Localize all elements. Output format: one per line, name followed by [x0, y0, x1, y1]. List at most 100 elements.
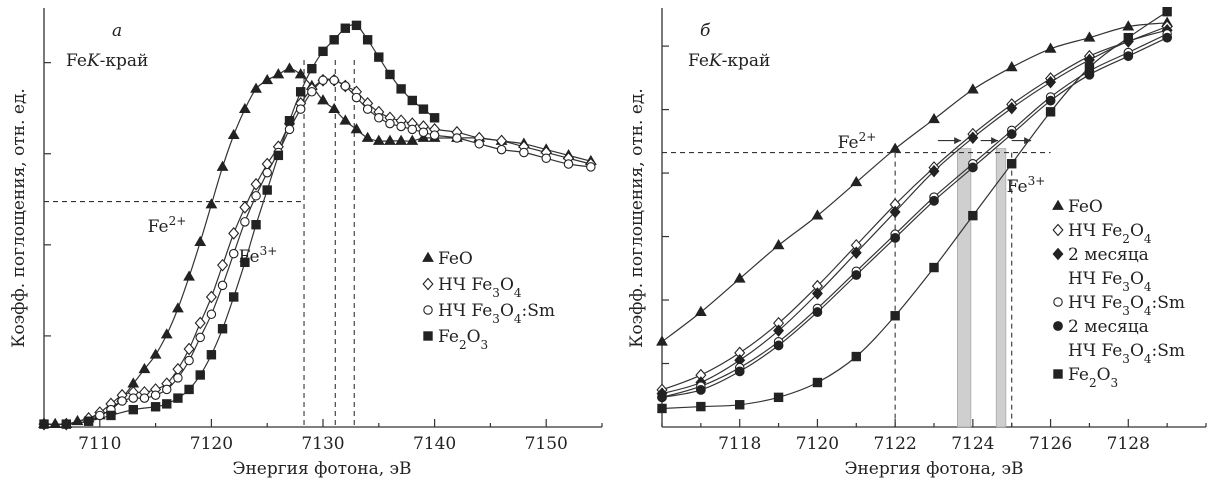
data-point-feo	[272, 68, 285, 79]
data-point-2-месяца-нч-fe3o4	[967, 131, 979, 145]
data-point-fe2o3	[1007, 159, 1017, 169]
annotation-fe3: Fe3+	[239, 244, 278, 267]
legend-marker-fe2o3	[423, 331, 433, 341]
data-point-нч-fe3o4	[194, 316, 206, 330]
data-point-нч-fe3o4-sm	[284, 124, 295, 135]
legend-marker-нч-fe3o4	[422, 277, 434, 291]
data-point-нч-fe3o4-sm	[329, 75, 339, 85]
data-point-нч-fe3o4-sm	[362, 104, 373, 114]
data-point-feo	[811, 209, 824, 220]
annotation-fe3: Fe3+	[1007, 174, 1046, 197]
data-point-feo	[71, 414, 84, 426]
data-point-нч-fe3o4	[261, 157, 273, 171]
legend-marker-2-месяца-нч-fe3o4	[1052, 247, 1064, 261]
data-point-feo	[889, 142, 902, 153]
data-point-нч-fe3o4-sm	[519, 147, 529, 158]
data-point-2-месяца-нч-fe3o4	[850, 246, 862, 259]
data-point-fe2o3	[385, 69, 395, 80]
legend-label: НЧ Fe2O4	[1068, 221, 1152, 246]
data-point-нч-fe3o4-sm	[195, 332, 205, 343]
data-point-feo	[417, 131, 430, 142]
data-point-fe2o3	[195, 370, 205, 380]
legend-marker-feo	[422, 251, 434, 262]
data-point-fe2o3	[1084, 62, 1095, 73]
series-group	[44, 24, 591, 426]
panel-label: а	[112, 21, 122, 41]
chart-panel-1: 7110 7120 7130 7140 7150 Энергия фотона, эВ Ко…	[9, 8, 603, 479]
legend-label: FeO	[438, 249, 473, 269]
shift-arrowhead	[954, 137, 962, 145]
data-point-feo	[1005, 61, 1018, 72]
data-point-feo	[261, 73, 274, 85]
data-point-нч-fe3o4-sm	[95, 410, 105, 421]
data-point-feo	[49, 417, 62, 429]
legend-marker-2-месяца-нч-fe3o4-sm	[1053, 321, 1063, 331]
data-point-feo	[395, 134, 408, 145]
data-point-нч-fe3o4-sm	[340, 81, 351, 91]
data-point-2-месяца-нч-fe3o4	[889, 205, 901, 219]
data-point-2-месяца-нч-fe3o4	[1006, 101, 1018, 115]
data-point-feo	[317, 94, 329, 105]
legend-label: НЧ Fe3O4	[438, 275, 522, 300]
data-point-fe2o3	[39, 419, 49, 429]
x-tick-label: 7110	[78, 434, 121, 454]
data-point-fe2o3	[696, 401, 706, 412]
data-point-нч-fe3o4-sm	[228, 248, 239, 259]
data-point-2-месяца-нч-fe3o4-sm	[812, 307, 823, 317]
data-point-нч-fe3o4-sm	[541, 153, 551, 164]
legend-marker-нч-fe3o4-sm	[423, 305, 433, 315]
x-tick-label: 7118	[718, 434, 761, 454]
data-point-2-месяца-нч-fe3o4	[811, 287, 823, 300]
legend-label: НЧ Fe3O4:Sm	[1068, 341, 1185, 366]
data-point-2-месяца-нч-fe3o4-sm	[695, 385, 706, 395]
data-point-нч-fe3o4-sm	[128, 393, 139, 403]
data-point-нч-fe3o4-sm	[396, 121, 406, 132]
legend-label: 2 месяца	[1068, 317, 1149, 337]
data-point-2-месяца-нч-fe3o4-sm	[967, 162, 978, 173]
data-point-fe2o3	[229, 292, 239, 302]
data-point-fe2o3	[284, 115, 295, 126]
data-point-нч-fe3o4-sm	[452, 133, 462, 143]
data-point-feo	[160, 328, 173, 339]
legend-label: НЧ Fe3O4:Sm	[438, 301, 555, 326]
data-point-fe2o3	[329, 35, 339, 45]
data-point-fe2o3	[407, 95, 417, 106]
x-tick-label: 7130	[301, 434, 344, 454]
data-point-feo	[339, 114, 352, 125]
series-line-нч-fe3o4-sm	[44, 78, 591, 425]
x-tick-label: 7126	[1029, 434, 1072, 454]
data-point-feo	[350, 123, 363, 134]
data-point-fe2o3	[374, 52, 384, 62]
legend-label: НЧ Fe3O4:Sm	[1068, 293, 1185, 318]
series-line-feo	[44, 68, 591, 425]
data-point-fe2o3	[150, 402, 161, 412]
legend-marker-нч-fe3o4-sm	[1053, 297, 1063, 307]
data-point-нч-fe3o4-sm	[385, 118, 395, 129]
data-point-feo	[149, 348, 162, 359]
data-point-нч-fe3o4-sm	[240, 217, 250, 227]
data-point-feo	[656, 335, 668, 346]
panel-title: FeK-край	[66, 51, 148, 71]
data-point-нч-fe3o4-sm	[206, 309, 217, 320]
shaded-band	[957, 148, 972, 428]
data-point-fe2o3	[240, 257, 250, 267]
data-point-нч-fe3o4	[250, 177, 262, 191]
data-point-feo	[966, 83, 979, 94]
data-point-нч-fe3o4-sm	[217, 280, 228, 291]
data-point-2-месяца-нч-fe3o4-sm	[890, 232, 901, 243]
data-point-feo	[384, 134, 396, 145]
data-point-feo	[283, 62, 296, 73]
legend-marker-нч-fe2o4	[1052, 223, 1064, 237]
data-point-feo	[294, 68, 307, 79]
data-point-нч-fe3o4	[228, 227, 240, 240]
annotation-fe2: Fe2+	[838, 130, 877, 153]
data-point-2-месяца-нч-fe3o4-sm	[773, 340, 784, 351]
data-point-2-месяца-нч-fe3o4-sm	[657, 392, 667, 403]
x-tick-label: 7128	[1107, 434, 1150, 454]
data-point-fe2o3	[83, 416, 94, 426]
data-point-fe2o3	[184, 384, 194, 395]
data-point-fe2o3	[1123, 32, 1133, 43]
